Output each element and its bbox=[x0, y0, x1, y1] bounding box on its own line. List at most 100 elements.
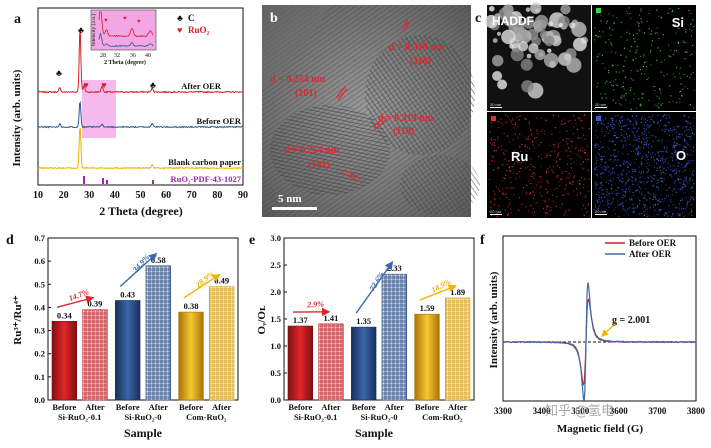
eds-dot bbox=[656, 105, 658, 107]
panel-a-legend: ♣ C ♥ RuO₂ bbox=[177, 13, 210, 35]
eds-dot bbox=[628, 179, 630, 181]
eds-dot bbox=[677, 42, 680, 44]
eds-dot bbox=[612, 127, 614, 129]
eds-dot bbox=[670, 201, 672, 203]
eds-dot bbox=[651, 44, 653, 47]
haddf-particle bbox=[534, 19, 547, 32]
eds-dot bbox=[610, 124, 612, 126]
eds-dot bbox=[647, 191, 649, 193]
eds-dot bbox=[538, 155, 540, 157]
eds-dot bbox=[601, 54, 603, 56]
eds-dot bbox=[684, 169, 686, 172]
eds-dot bbox=[594, 169, 596, 171]
eds-dot bbox=[601, 184, 604, 186]
panel-a-xticks: 10 20 30 40 50 60 70 80 90 bbox=[33, 190, 248, 201]
eds-dot bbox=[606, 20, 608, 22]
haddf-particle bbox=[518, 41, 529, 52]
eds-dot bbox=[659, 165, 661, 167]
eds-dot bbox=[623, 160, 625, 162]
haddf-particle bbox=[534, 49, 546, 61]
eds-dot bbox=[553, 115, 555, 117]
eds-dot bbox=[692, 150, 694, 152]
eds-dot bbox=[648, 131, 650, 134]
eds-dot bbox=[612, 123, 614, 125]
eds-dot bbox=[684, 141, 686, 143]
eds-dot bbox=[600, 173, 602, 175]
eds-dot bbox=[606, 191, 608, 193]
eds-dot bbox=[683, 215, 685, 217]
eds-dot bbox=[565, 177, 567, 179]
eds-dot bbox=[537, 201, 539, 203]
eds-dot bbox=[606, 80, 608, 82]
eds-dot bbox=[554, 150, 556, 153]
eds-dot bbox=[680, 188, 682, 190]
legend-c-label: C bbox=[188, 13, 195, 23]
curve-blank-carbon bbox=[37, 127, 244, 170]
eds-dot bbox=[632, 79, 634, 81]
xtick: 20 bbox=[59, 190, 69, 201]
eds-dot bbox=[640, 10, 642, 12]
eds-dot bbox=[556, 157, 558, 159]
eds-dot bbox=[638, 171, 640, 173]
curve-after-oer bbox=[37, 30, 243, 94]
eds-dot bbox=[607, 126, 609, 128]
eds-dot bbox=[611, 171, 614, 174]
eds-dot bbox=[660, 120, 662, 122]
eds-dot bbox=[615, 155, 617, 157]
eds-dot bbox=[525, 137, 527, 139]
eds-dot bbox=[601, 123, 603, 125]
bar bbox=[208, 286, 235, 401]
eds-dot bbox=[567, 193, 569, 195]
eds-dot bbox=[665, 115, 667, 117]
eds-dot bbox=[501, 193, 504, 195]
eds-dot bbox=[620, 129, 622, 131]
eds-dot bbox=[541, 158, 543, 160]
eds-dot bbox=[552, 200, 554, 202]
eds-dot bbox=[565, 150, 567, 152]
eds-dot bbox=[505, 193, 507, 195]
eds-dot bbox=[675, 191, 677, 193]
eds-dot bbox=[664, 147, 666, 149]
eds-dot bbox=[554, 188, 556, 191]
eds-dot bbox=[665, 195, 668, 197]
eds-dot bbox=[489, 131, 491, 133]
eds-dot bbox=[679, 97, 681, 100]
bar bbox=[351, 326, 377, 401]
eds-dot bbox=[572, 126, 575, 128]
eds-dot bbox=[691, 30, 693, 32]
eds-dot bbox=[533, 177, 535, 179]
eds-dot bbox=[625, 211, 627, 213]
eds-dot bbox=[570, 140, 572, 142]
eds-dot bbox=[654, 209, 656, 211]
eds-dot bbox=[632, 34, 635, 36]
eds-dot bbox=[627, 153, 629, 155]
eds-dot bbox=[625, 56, 627, 58]
eds-dot bbox=[647, 162, 649, 164]
eds-dot bbox=[643, 118, 645, 120]
eds-dot bbox=[684, 166, 686, 168]
eds-dot bbox=[650, 153, 652, 155]
eds-dot bbox=[510, 182, 512, 184]
eds-dot bbox=[631, 168, 633, 171]
eds-dot bbox=[681, 20, 683, 22]
haddf-particle bbox=[484, 14, 498, 29]
eds-dot bbox=[650, 156, 653, 158]
eds-dot bbox=[607, 202, 610, 205]
eds-dot bbox=[674, 146, 676, 149]
eds-dot bbox=[623, 162, 625, 164]
ru-dots bbox=[489, 114, 590, 218]
curve-before-oer bbox=[37, 100, 244, 129]
eds-dot bbox=[617, 192, 619, 194]
eds-dot bbox=[623, 65, 625, 67]
eds-dot bbox=[660, 173, 662, 175]
eds-dot bbox=[653, 121, 655, 124]
eds-dot bbox=[622, 70, 624, 72]
eds-dot bbox=[692, 19, 694, 21]
eds-dot bbox=[502, 188, 504, 190]
eds-dot bbox=[562, 139, 564, 141]
eds-dot bbox=[634, 117, 636, 120]
eds-dot bbox=[552, 166, 555, 168]
legend-before-oer: Before OER bbox=[629, 238, 677, 248]
eds-dot bbox=[640, 163, 642, 165]
eds-dot bbox=[645, 141, 647, 143]
